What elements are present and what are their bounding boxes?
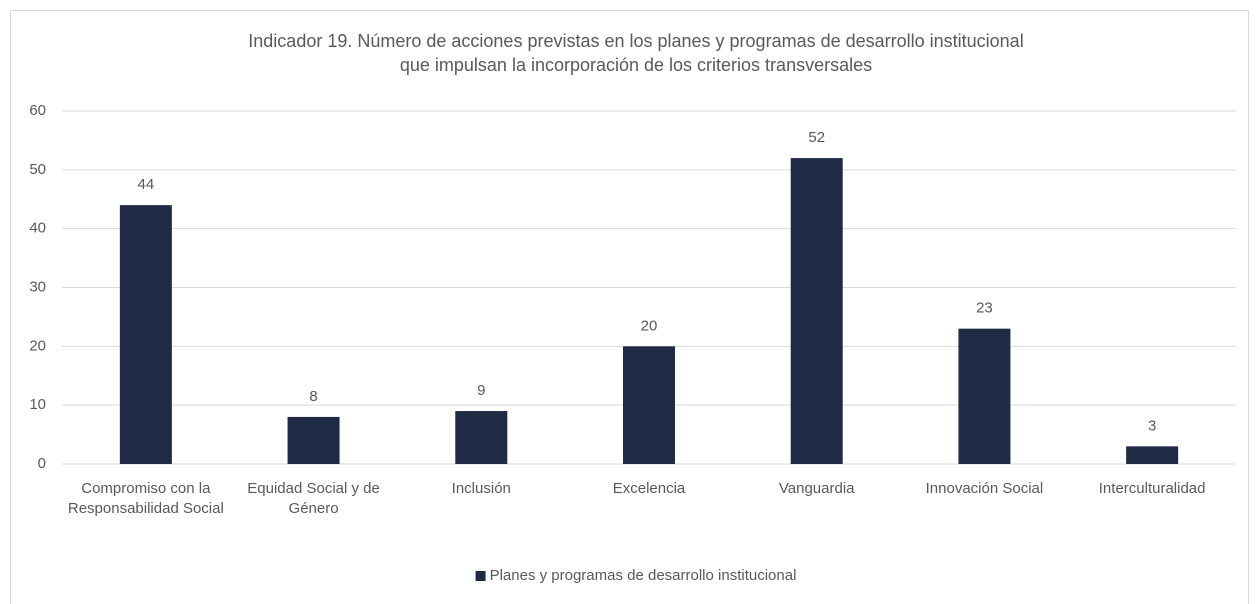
bar bbox=[790, 158, 843, 465]
chart-title: Indicador 19. Número de acciones previst… bbox=[248, 31, 1023, 51]
x-tick-label: Equidad Social y de Género bbox=[247, 480, 380, 517]
bar bbox=[623, 346, 675, 464]
x-tick-label: Inclusión bbox=[452, 480, 511, 497]
y-tick-label: 20 bbox=[29, 337, 46, 354]
x-tick-label: Excelencia bbox=[613, 480, 686, 497]
x-tick-label: Vanguardia bbox=[779, 480, 855, 497]
data-label: 20 bbox=[641, 317, 658, 334]
x-tick-label: Interculturalidad bbox=[1099, 480, 1206, 497]
data-label: 44 bbox=[138, 176, 155, 193]
chart-title: que impulsan la incorporación de los cri… bbox=[400, 55, 872, 75]
y-tick-label: 60 bbox=[29, 102, 46, 119]
chart-frame bbox=[10, 10, 1249, 604]
y-tick-label: 40 bbox=[29, 220, 46, 237]
data-label: 23 bbox=[976, 300, 993, 317]
bar bbox=[1126, 446, 1179, 464]
y-tick-label: 30 bbox=[29, 278, 46, 295]
data-label: 8 bbox=[309, 388, 317, 405]
legend-swatch bbox=[475, 571, 486, 581]
data-label: 52 bbox=[808, 129, 825, 146]
data-label: 9 bbox=[477, 382, 485, 399]
legend-label: Planes y programas de desarrollo institu… bbox=[490, 567, 797, 584]
y-tick-label: 50 bbox=[29, 161, 46, 178]
bar bbox=[455, 411, 508, 464]
bar bbox=[119, 205, 172, 464]
x-tick-label: Compromiso con la Responsabilidad Social bbox=[68, 480, 224, 517]
data-label: 3 bbox=[1148, 417, 1156, 434]
bar bbox=[287, 416, 340, 464]
x-tick-label: Innovación Social bbox=[926, 480, 1044, 497]
bar bbox=[958, 328, 1011, 464]
y-tick-label: 10 bbox=[29, 396, 46, 413]
y-tick-label: 0 bbox=[38, 455, 46, 472]
